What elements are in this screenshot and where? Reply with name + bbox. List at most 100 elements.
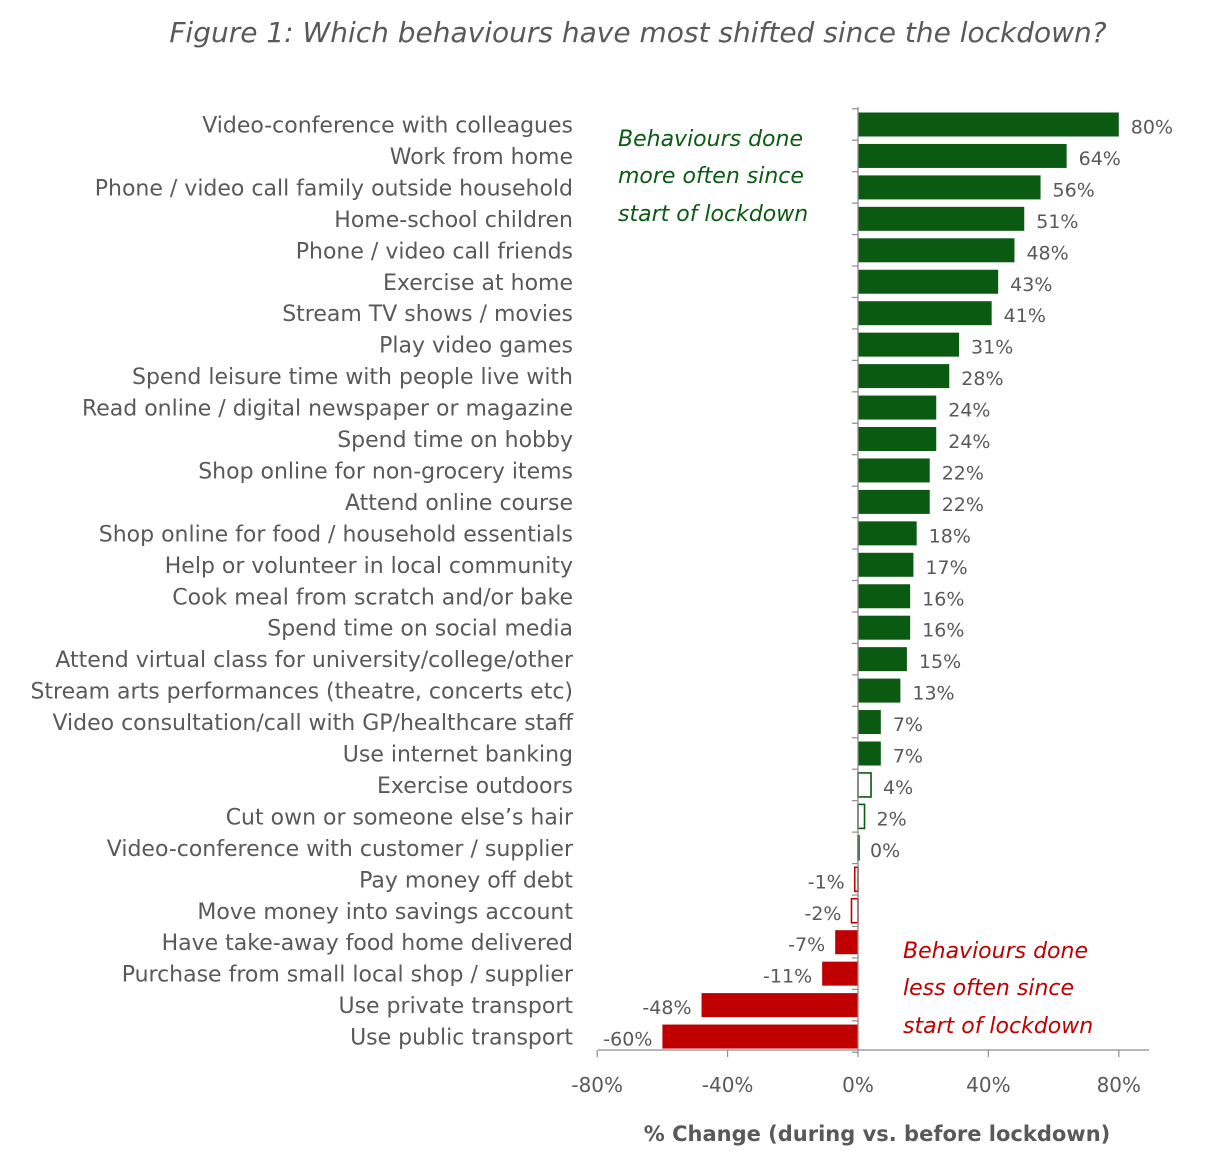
value-label: 2% xyxy=(877,808,907,830)
category-label: Read online / digital newspaper or magaz… xyxy=(82,397,573,422)
bar xyxy=(858,521,917,546)
value-label: -11% xyxy=(763,966,812,988)
category-label: Pay money off debt xyxy=(359,868,573,893)
bar xyxy=(835,930,858,955)
category-label: Work from home xyxy=(390,145,573,170)
category-label: Shop online for food / household essenti… xyxy=(99,522,573,547)
value-label: 80% xyxy=(1131,117,1173,139)
value-label: 24% xyxy=(948,431,990,453)
value-label: -7% xyxy=(788,934,825,956)
value-label: 48% xyxy=(1026,242,1068,264)
category-label: Use public transport xyxy=(350,1026,573,1051)
category-label: Spend time on hobby xyxy=(337,428,573,453)
annotation-increase-line-2: more often since xyxy=(618,164,804,189)
bar xyxy=(858,332,960,357)
bar xyxy=(857,772,872,798)
x-tick-label: 40% xyxy=(966,1073,1010,1097)
bar xyxy=(858,269,999,294)
annotation-increase: Behaviours done more often since start o… xyxy=(618,127,808,227)
value-label: 17% xyxy=(925,557,967,579)
bar xyxy=(858,647,907,672)
bar xyxy=(858,301,992,326)
category-label: Phone / video call family outside househ… xyxy=(95,176,573,201)
bar xyxy=(662,1024,858,1049)
category-label: Use internet banking xyxy=(343,743,573,768)
value-label: 13% xyxy=(912,683,954,705)
category-label: Play video games xyxy=(379,334,573,359)
bar xyxy=(858,427,937,451)
category-label: Have take-away food home delivered xyxy=(162,931,573,956)
category-label: Attend online course xyxy=(345,491,573,516)
category-label: Cook meal from scratch and/or bake xyxy=(172,585,573,610)
value-label: 22% xyxy=(942,494,984,516)
x-tick-label: 0% xyxy=(842,1073,874,1097)
value-label: -60% xyxy=(603,1029,652,1051)
category-label: Home-school children xyxy=(334,208,573,233)
value-label: 0% xyxy=(870,840,900,862)
annotation-increase-line-1: Behaviours done xyxy=(618,127,803,152)
value-label: 15% xyxy=(919,651,961,673)
category-label: Attend virtual class for university/coll… xyxy=(55,648,574,673)
category-label: Exercise at home xyxy=(383,271,573,296)
category-label: Phone / video call friends xyxy=(296,239,573,264)
value-label: -1% xyxy=(808,871,845,893)
value-label: 16% xyxy=(922,620,964,642)
value-label: 7% xyxy=(893,746,923,768)
value-label: 31% xyxy=(971,337,1013,359)
value-label: 56% xyxy=(1053,179,1095,201)
value-label: -48% xyxy=(642,997,691,1019)
x-tick-label: -40% xyxy=(702,1073,754,1097)
category-label: Exercise outdoors xyxy=(377,774,573,799)
bar xyxy=(858,741,881,766)
bar xyxy=(858,395,937,420)
category-label: Video-conference with colleagues xyxy=(202,114,573,139)
bar xyxy=(701,993,858,1018)
value-label: 24% xyxy=(948,400,990,422)
value-label: 64% xyxy=(1079,148,1121,170)
bar xyxy=(858,238,1015,263)
value-label: 4% xyxy=(883,777,913,799)
x-tick-label: -80% xyxy=(571,1073,623,1097)
value-label: 28% xyxy=(961,368,1003,390)
bar xyxy=(858,710,881,735)
category-label: Cut own or someone else’s hair xyxy=(226,805,574,830)
bar xyxy=(858,364,950,389)
category-labels: Video-conference with colleagues Work fro… xyxy=(30,114,573,1051)
bar xyxy=(858,143,1067,168)
x-axis-label: % Change (during vs. before lockdown) xyxy=(644,1122,1111,1146)
bar xyxy=(850,897,859,924)
annotation-increase-line-3: start of lockdown xyxy=(618,202,808,227)
value-label: 41% xyxy=(1004,305,1046,327)
category-label: Use private transport xyxy=(338,994,573,1019)
bar xyxy=(858,458,930,483)
bar xyxy=(858,112,1119,137)
value-label: 22% xyxy=(942,462,984,484)
bar xyxy=(858,552,914,577)
category-label: Help or volunteer in local community xyxy=(165,554,573,579)
value-label: 43% xyxy=(1010,274,1052,296)
annotation-decrease: Behaviours done less often since start o… xyxy=(903,939,1093,1039)
value-labels: 80% 64% 56% 51% 48% 43% 41% 31% 28% 24% 24% 22% 22% 1… xyxy=(603,117,1173,1051)
bar xyxy=(822,961,858,986)
category-label: Spend leisure time with people live with xyxy=(132,365,573,390)
category-label: Stream TV shows / movies xyxy=(282,302,573,327)
bar xyxy=(858,615,911,640)
value-label: 51% xyxy=(1036,211,1078,233)
bar xyxy=(857,803,866,830)
chart-title: Figure 1: Which behaviours have most shi… xyxy=(169,16,1106,49)
category-label: Shop online for non-grocery items xyxy=(198,459,573,484)
category-label: Spend time on social media xyxy=(267,617,573,642)
category-label: Video-conference with customer / supplie… xyxy=(107,837,574,862)
bar xyxy=(858,584,911,609)
annotation-decrease-line-3: start of lockdown xyxy=(903,1014,1093,1039)
bars-group xyxy=(662,112,1119,1049)
value-label: 7% xyxy=(893,714,923,736)
annotation-decrease-line-1: Behaviours done xyxy=(903,939,1088,964)
bar xyxy=(858,175,1041,200)
category-label: Purchase from small local shop / supplie… xyxy=(122,963,574,988)
category-label: Stream arts performances (theatre, conce… xyxy=(30,680,573,705)
value-label: 18% xyxy=(929,525,971,547)
category-label: Move money into savings account xyxy=(197,900,573,925)
value-label: -2% xyxy=(804,903,841,925)
